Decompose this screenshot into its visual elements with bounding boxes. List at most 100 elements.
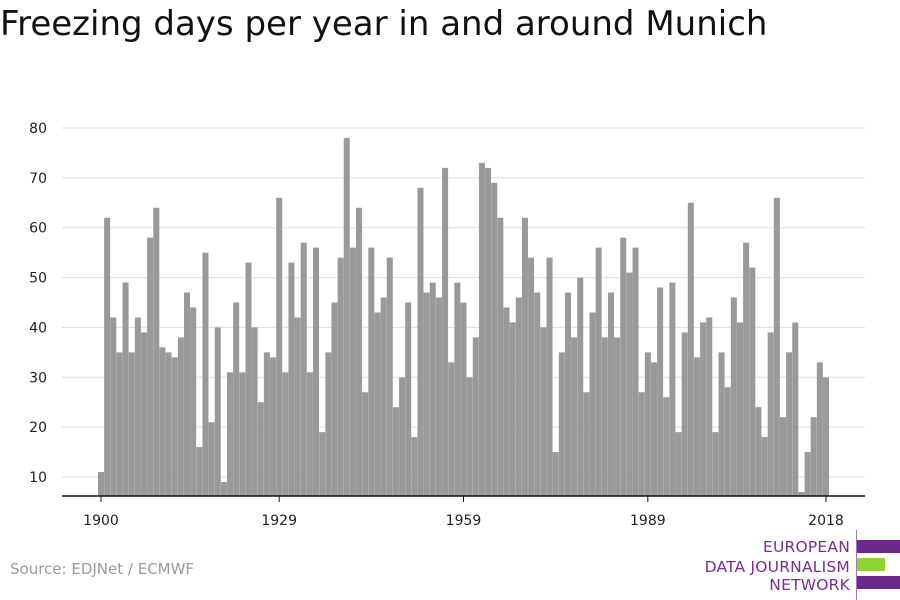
bar-1956: [442, 167, 449, 496]
bar-1926: [257, 402, 264, 496]
bar-1903: [116, 352, 123, 496]
bar-1919: [214, 327, 221, 496]
bar-1988: [638, 392, 645, 496]
bar-2008: [761, 437, 768, 496]
bar-1970: [528, 257, 535, 496]
bar-1912: [171, 357, 178, 496]
bar-1948: [392, 407, 399, 496]
logo-divider: [856, 530, 857, 600]
bar-1960: [466, 377, 473, 496]
bar-2017: [816, 362, 823, 496]
y-tick-label: 80: [29, 121, 47, 137]
bar-2005: [743, 242, 750, 496]
bar-1902: [110, 317, 117, 496]
bar-1955: [435, 297, 442, 496]
bar-1964: [491, 182, 498, 496]
bar-1915: [190, 307, 197, 496]
y-tick-label: 70: [29, 171, 47, 187]
bar-1952: [417, 187, 424, 496]
bar-1979: [583, 392, 590, 496]
bar-1933: [300, 242, 307, 496]
bar-1981: [595, 247, 602, 496]
bar-1922: [233, 302, 240, 496]
x-tick-label: 1959: [446, 513, 482, 529]
chart-title: Freezing days per year in and around Mun…: [0, 4, 768, 44]
bar-1950: [405, 302, 412, 496]
bar-1980: [589, 312, 596, 496]
bar-1936: [319, 432, 326, 496]
bar-1913: [177, 337, 184, 496]
logo-line-3: NETWORK: [769, 576, 850, 594]
bar-1993: [669, 282, 676, 496]
bar-1918: [208, 422, 215, 496]
bar-1924: [245, 262, 252, 496]
bar-2001: [718, 352, 725, 496]
x-tick-label: 1900: [83, 513, 119, 529]
bar-1947: [386, 257, 393, 496]
bar-1909: [153, 207, 160, 496]
bar-1985: [620, 237, 627, 496]
bar-2009: [767, 332, 774, 496]
y-tick-label: 20: [29, 420, 47, 436]
bar-1930: [282, 372, 289, 496]
bar-1958: [454, 282, 461, 496]
bar-1965: [497, 217, 504, 497]
bar-2012: [786, 352, 793, 496]
bar-2004: [736, 322, 743, 496]
bar-1916: [196, 447, 203, 496]
bar-1923: [239, 372, 246, 496]
bar-1986: [626, 272, 633, 496]
logo-bar-purple-bottom: [857, 576, 900, 589]
bar-2000: [712, 432, 719, 496]
bar-1984: [614, 337, 621, 496]
bar-2011: [779, 417, 786, 496]
bar-1954: [429, 282, 436, 496]
bar-1941: [349, 247, 356, 496]
logo-bar-purple-top: [857, 540, 900, 553]
bar-1968: [515, 297, 522, 496]
bar-1982: [601, 337, 608, 496]
bar-1910: [159, 347, 166, 496]
bar-1937: [325, 352, 332, 496]
bar-1999: [706, 317, 713, 496]
bar-1957: [448, 362, 455, 496]
bar-1938: [331, 302, 338, 496]
bar-1998: [700, 322, 707, 496]
bar-1944: [368, 247, 375, 496]
bar-1978: [577, 277, 584, 496]
bar-1935: [313, 247, 320, 496]
bar-1987: [632, 247, 639, 496]
bar-2002: [724, 387, 731, 496]
edjnet-logo: EUROPEAN DATA JOURNALISM NETWORK: [700, 530, 900, 600]
bar-1901: [104, 217, 111, 497]
bar-1994: [675, 432, 682, 496]
bar-1989: [644, 352, 651, 496]
bar-1945: [374, 312, 381, 496]
bar-1943: [362, 392, 369, 496]
bar-2015: [804, 452, 811, 496]
bars: [97, 137, 830, 497]
bar-1928: [270, 357, 277, 496]
logo-line-1: EUROPEAN: [762, 538, 850, 556]
bar-1905: [128, 352, 135, 496]
bar-1925: [251, 327, 258, 496]
bar-1932: [294, 317, 301, 496]
x-tick-label: 1929: [261, 513, 297, 529]
bar-1934: [306, 372, 313, 496]
bar-1917: [202, 252, 209, 496]
bar-1907: [141, 332, 148, 496]
bar-1931: [288, 262, 295, 496]
bar-2003: [730, 297, 737, 496]
bar-1900: [97, 472, 105, 496]
bar-1959: [460, 302, 467, 496]
bar-2013: [792, 322, 799, 496]
bar-1995: [681, 332, 688, 496]
bar-1911: [165, 352, 172, 496]
bar-1942: [356, 207, 363, 496]
bar-2007: [755, 407, 762, 496]
bar-1949: [399, 377, 406, 496]
bar-1906: [134, 317, 141, 496]
bar-1966: [503, 307, 510, 496]
bar-1953: [423, 292, 430, 496]
axes: 10 20 30 40 50 60 70 80 1900 1929 1959 1989 2018: [29, 121, 865, 529]
